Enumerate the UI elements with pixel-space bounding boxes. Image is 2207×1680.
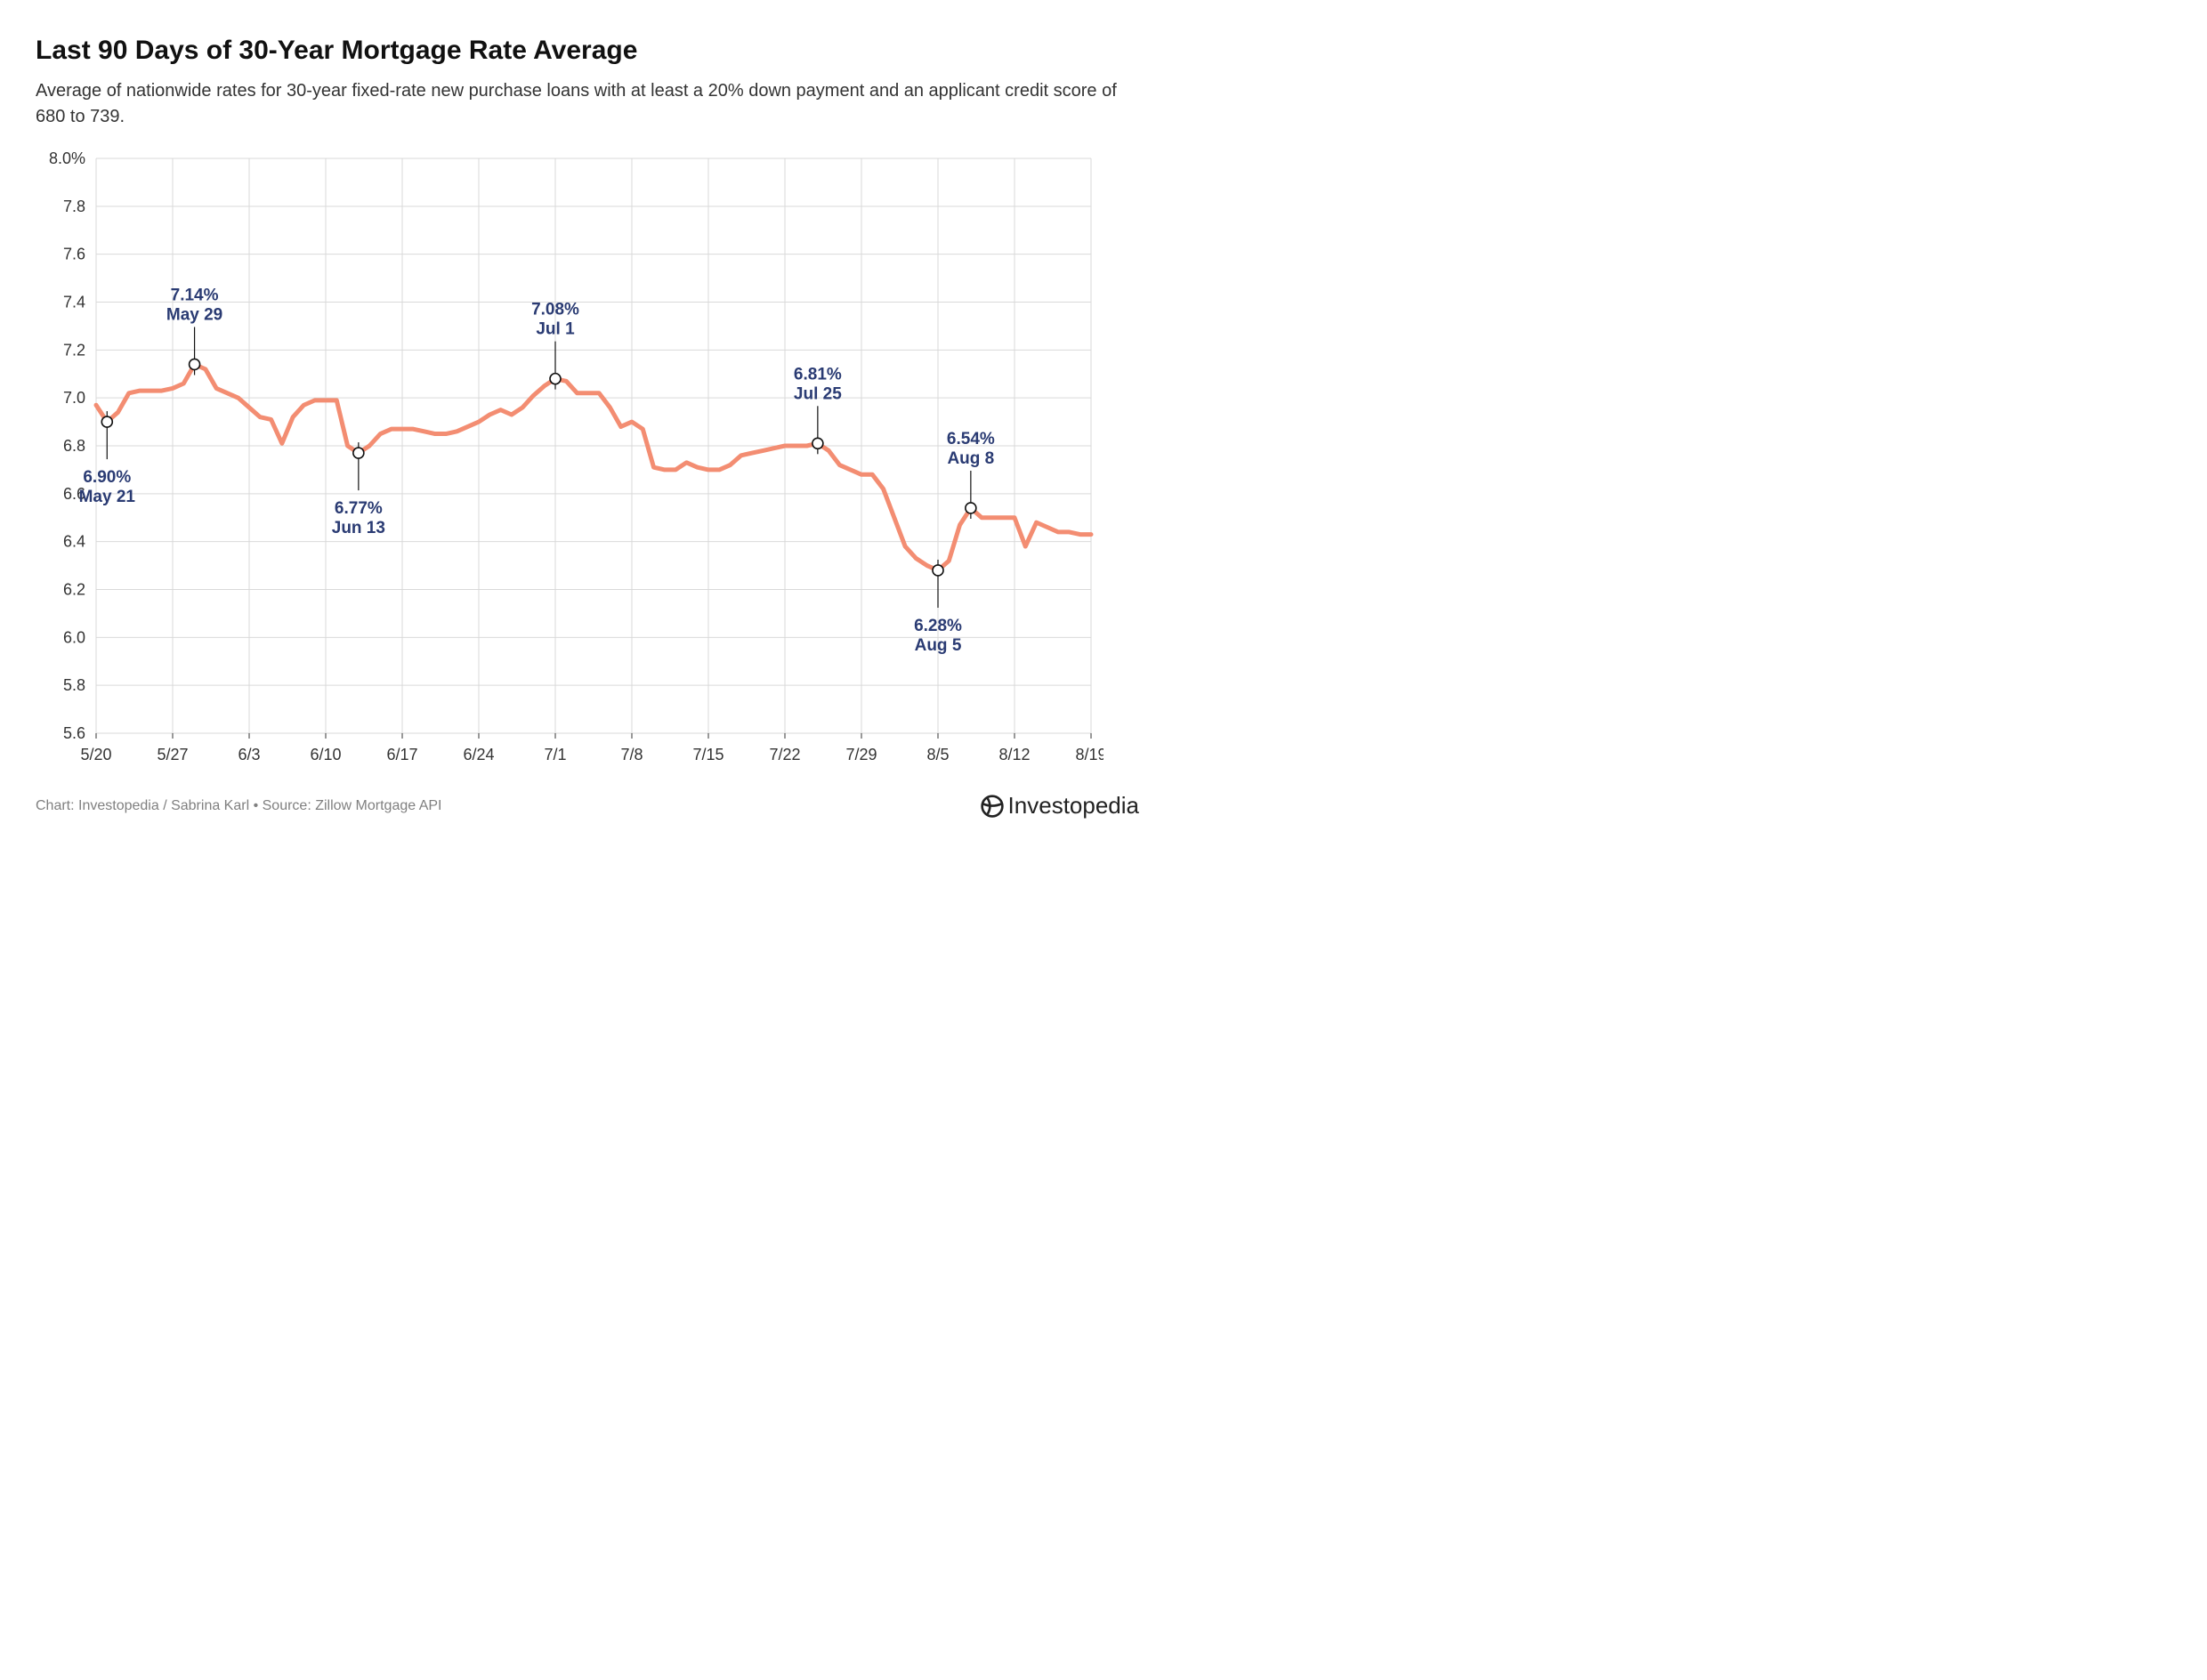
x-axis-label: 5/27: [157, 746, 188, 763]
x-axis-label: 8/12: [998, 746, 1030, 763]
mortgage-rate-chart: Last 90 Days of 30-Year Mortgage Rate Av…: [36, 36, 1139, 820]
x-axis-label: 8/19: [1075, 746, 1104, 763]
annotation-value: 6.81%: [794, 365, 842, 384]
line-chart-svg: 8.0%7.87.67.47.27.06.86.66.46.26.05.85.6…: [36, 149, 1104, 772]
brand-logo: Investopedia: [980, 792, 1139, 820]
plot-area: 8.0%7.87.67.47.27.06.86.66.46.26.05.85.6…: [36, 149, 1139, 772]
y-axis-label: 5.8: [63, 676, 85, 694]
annotation-date: Aug 5: [915, 636, 962, 655]
annotation-date: May 21: [79, 488, 136, 506]
annotation-value: 6.90%: [83, 468, 131, 487]
annotation-value: 6.77%: [335, 499, 383, 518]
y-axis-label: 6.2: [63, 581, 85, 599]
x-axis-label: 7/22: [769, 746, 800, 763]
annotation-date: Jun 13: [332, 519, 385, 537]
y-axis-label: 7.4: [63, 294, 85, 311]
annotation-marker: [933, 565, 943, 576]
annotation-value: 6.54%: [947, 430, 995, 448]
chart-title: Last 90 Days of 30-Year Mortgage Rate Av…: [36, 36, 1139, 66]
annotation-marker: [101, 416, 112, 427]
annotation-date: Aug 8: [947, 449, 994, 468]
globe-icon: [980, 794, 1005, 819]
chart-credit: Chart: Investopedia / Sabrina Karl • Sou…: [36, 798, 442, 814]
annotation-marker: [966, 503, 976, 513]
y-axis-label: 7.6: [63, 246, 85, 263]
y-axis-label: 6.0: [63, 628, 85, 646]
x-axis-label: 6/3: [238, 746, 260, 763]
rate-line: [96, 364, 1091, 569]
annotation-date: May 29: [166, 305, 222, 324]
x-axis-label: 6/17: [386, 746, 417, 763]
annotation-value: 7.14%: [171, 286, 219, 304]
y-axis-label: 6.4: [63, 533, 85, 551]
x-axis-label: 7/8: [620, 746, 643, 763]
annotation-date: Jul 1: [536, 320, 575, 339]
chart-footer: Chart: Investopedia / Sabrina Karl • Sou…: [36, 792, 1139, 820]
x-axis-label: 5/20: [80, 746, 111, 763]
y-axis-label: 7.0: [63, 389, 85, 407]
annotation-marker: [550, 374, 561, 384]
y-axis-label: 7.8: [63, 198, 85, 215]
y-axis-label: 7.2: [63, 341, 85, 359]
annotation-value: 7.08%: [531, 301, 579, 319]
annotation-marker: [812, 438, 823, 448]
x-axis-label: 6/24: [463, 746, 494, 763]
x-axis-label: 6/10: [310, 746, 341, 763]
y-axis-label: 5.6: [63, 724, 85, 742]
annotation-date: Jul 25: [794, 384, 842, 403]
x-axis-label: 7/15: [692, 746, 724, 763]
x-axis-label: 8/5: [926, 746, 949, 763]
annotation-value: 6.28%: [914, 617, 962, 635]
annotation-marker: [353, 448, 364, 458]
x-axis-label: 7/1: [544, 746, 566, 763]
annotation-marker: [190, 359, 200, 369]
chart-subtitle: Average of nationwide rates for 30-year …: [36, 78, 1139, 130]
y-axis-label: 8.0%: [49, 149, 85, 167]
x-axis-label: 7/29: [845, 746, 877, 763]
brand-name: Investopedia: [1008, 792, 1139, 820]
y-axis-label: 6.8: [63, 437, 85, 455]
